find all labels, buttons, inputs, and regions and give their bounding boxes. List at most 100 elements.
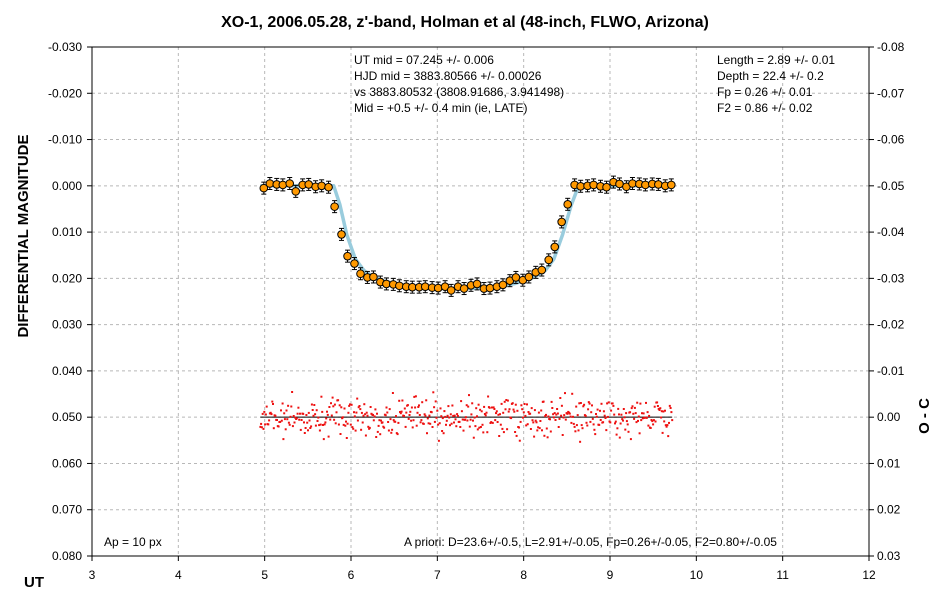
- residual-point: [491, 406, 493, 409]
- residual-point: [379, 433, 382, 436]
- residual-point: [330, 414, 333, 417]
- residual-point: [603, 414, 606, 417]
- residual-point: [599, 409, 601, 412]
- residual-point: [299, 412, 301, 415]
- residual-point: [525, 424, 528, 427]
- residual-point: [345, 437, 348, 439]
- residual-point: [345, 420, 347, 423]
- residual-point: [360, 411, 363, 414]
- residual-point: [667, 435, 670, 438]
- residual-point: [280, 409, 282, 412]
- residual-point: [644, 416, 647, 419]
- residual-point: [291, 391, 294, 393]
- residual-point: [340, 406, 343, 409]
- residual-point: [390, 431, 393, 434]
- residual-point: [513, 410, 516, 413]
- annotation-line: Fp = 0.26 +/- 0.01: [717, 85, 813, 99]
- residual-point: [492, 406, 495, 409]
- residual-point: [329, 418, 332, 421]
- residual-point: [539, 420, 542, 422]
- residual-point: [606, 402, 609, 405]
- residual-point: [418, 404, 420, 407]
- residual-point: [260, 422, 263, 425]
- annotation-line: Length = 2.89 +/- 0.01: [717, 53, 835, 67]
- parameter-annotation: Length = 2.89 +/- 0.01 Depth = 22.4 +/- …: [717, 53, 835, 115]
- residual-point: [341, 416, 344, 419]
- residual-point: [625, 412, 628, 415]
- y-tick-label: 0.000: [52, 179, 82, 193]
- residual-point: [424, 414, 427, 417]
- residual-point: [282, 438, 285, 441]
- y-tick-label: 0.030: [52, 318, 82, 332]
- residual-point: [668, 421, 670, 424]
- residual-point: [414, 406, 417, 409]
- residual-point: [391, 392, 394, 394]
- data-point: [544, 255, 554, 265]
- residual-point: [400, 410, 403, 413]
- residual-point: [435, 416, 438, 419]
- data-point: [395, 281, 404, 291]
- residual-point: [468, 394, 470, 397]
- residual-point: [410, 419, 413, 422]
- residual-point: [566, 412, 569, 415]
- annotation-line: F2 = 0.86 +/- 0.02: [717, 101, 813, 115]
- residual-point: [641, 412, 643, 415]
- residual-point: [654, 420, 657, 423]
- residual-point: [320, 395, 323, 398]
- residual-point: [470, 413, 473, 416]
- residual-point: [521, 408, 524, 411]
- residual-point: [542, 400, 545, 403]
- x-tick-label: 5: [261, 568, 268, 582]
- residual-point: [456, 415, 459, 417]
- residual-point: [538, 427, 541, 430]
- annotation-line: UT mid = 07.245 +/- 0.006: [354, 53, 494, 67]
- residual-point: [519, 420, 522, 423]
- residual-point: [259, 425, 262, 428]
- residual-point: [503, 400, 506, 403]
- residual-point: [313, 404, 316, 406]
- residual-point: [497, 413, 500, 416]
- residual-point: [323, 423, 326, 426]
- residual-point: [524, 414, 527, 417]
- residual-points: [259, 391, 674, 443]
- residual-point: [449, 413, 452, 416]
- residual-point: [270, 413, 273, 416]
- axis-ticks: 3 4 5 6 7 8 9 10 11 12 -0.030 -0.020 -0.010 0.000 0.01…: [48, 40, 905, 582]
- residual-point: [646, 411, 649, 414]
- residual-point: [472, 436, 475, 439]
- residual-point: [651, 420, 654, 423]
- residual-point: [419, 421, 422, 424]
- residual-point: [576, 414, 579, 417]
- residual-point: [464, 416, 467, 419]
- fit-annotation: UT mid = 07.245 +/- 0.006 HJD mid = 3883…: [354, 53, 564, 115]
- residual-point: [666, 424, 669, 427]
- residual-point: [629, 411, 632, 414]
- residual-point: [529, 428, 532, 430]
- residual-point: [348, 404, 351, 407]
- data-point: [350, 259, 359, 268]
- data-point: [641, 180, 650, 190]
- residual-point: [303, 432, 306, 434]
- residual-point: [506, 428, 509, 431]
- residual-point: [468, 425, 471, 428]
- residual-point: [392, 419, 395, 422]
- y-tick-label: 0.020: [52, 271, 82, 285]
- residual-point: [485, 411, 488, 414]
- residual-point: [285, 409, 288, 412]
- residual-point: [437, 439, 440, 442]
- data-point: [459, 284, 469, 293]
- x-tick-label: 4: [175, 568, 182, 582]
- residual-point: [506, 399, 509, 402]
- annotation-line: Depth = 22.4 +/- 0.2: [717, 69, 824, 83]
- residual-point: [460, 400, 463, 403]
- residual-point: [652, 419, 655, 422]
- residual-point: [541, 429, 543, 432]
- residual-point: [310, 425, 313, 428]
- residual-point: [362, 414, 365, 417]
- residual-point: [274, 414, 277, 417]
- residual-point: [483, 405, 486, 408]
- residual-point: [486, 431, 489, 434]
- y2-tick-label: 0.00: [877, 410, 901, 424]
- residual-point: [535, 421, 538, 424]
- residual-point: [621, 418, 624, 421]
